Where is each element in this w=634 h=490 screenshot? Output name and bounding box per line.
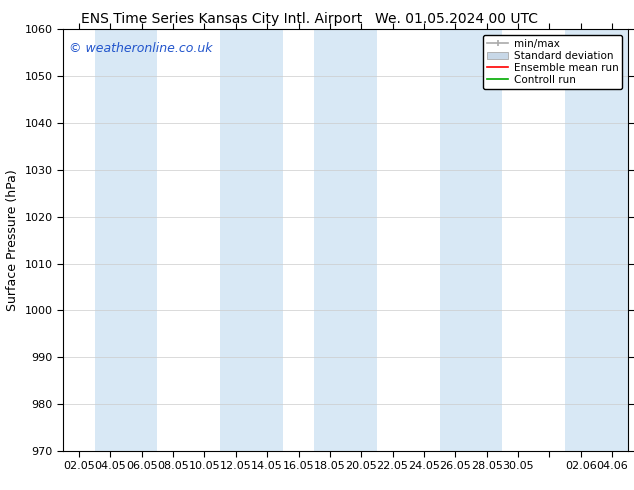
Text: ENS Time Series Kansas City Intl. Airport: ENS Time Series Kansas City Intl. Airpor… [81,12,363,26]
Text: © weatheronline.co.uk: © weatheronline.co.uk [69,42,212,55]
Bar [439,29,502,451]
Y-axis label: Surface Pressure (hPa): Surface Pressure (hPa) [6,169,19,311]
Bar [220,29,283,451]
Text: We. 01.05.2024 00 UTC: We. 01.05.2024 00 UTC [375,12,538,26]
Bar [94,29,157,451]
Bar [314,29,377,451]
Legend: min/max, Standard deviation, Ensemble mean run, Controll run: min/max, Standard deviation, Ensemble me… [483,35,623,89]
Bar [565,29,628,451]
